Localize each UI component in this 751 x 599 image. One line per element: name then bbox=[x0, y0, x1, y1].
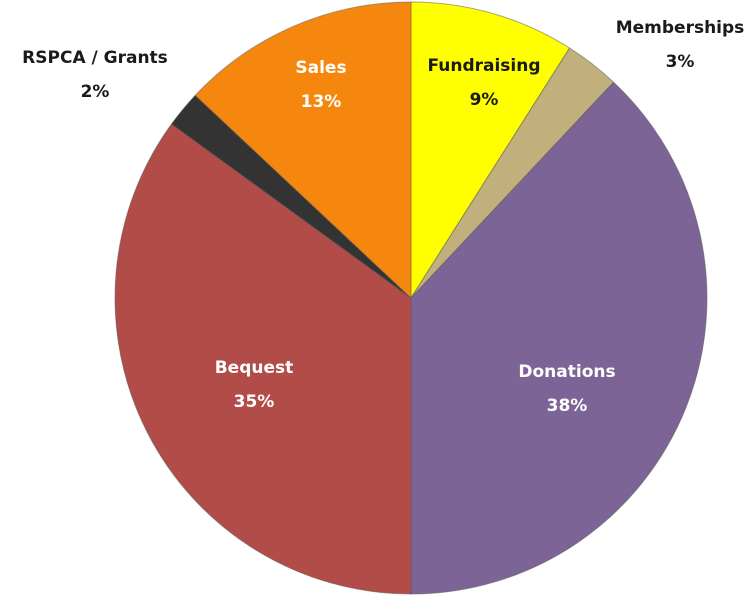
slice-value-label: 3% bbox=[666, 52, 695, 72]
slice-label: Memberships bbox=[616, 18, 745, 38]
pie-slice bbox=[410, 81, 708, 595]
slice-value-label: 2% bbox=[81, 82, 110, 102]
slice-label: Fundraising bbox=[427, 56, 540, 76]
slice-label: Donations bbox=[518, 362, 615, 382]
pie-slice bbox=[194, 1, 412, 300]
slice-label: RSPCA / Grants bbox=[22, 48, 168, 68]
slice-value-label: 38% bbox=[547, 396, 588, 416]
slice-value-label: 13% bbox=[301, 92, 342, 112]
pie-slice bbox=[114, 123, 412, 595]
slice-label: Bequest bbox=[215, 358, 294, 378]
slice-label: Sales bbox=[295, 58, 346, 78]
pie-slice bbox=[410, 1, 571, 300]
slice-value-label: 9% bbox=[470, 90, 499, 110]
slice-value-label: 35% bbox=[234, 392, 275, 412]
